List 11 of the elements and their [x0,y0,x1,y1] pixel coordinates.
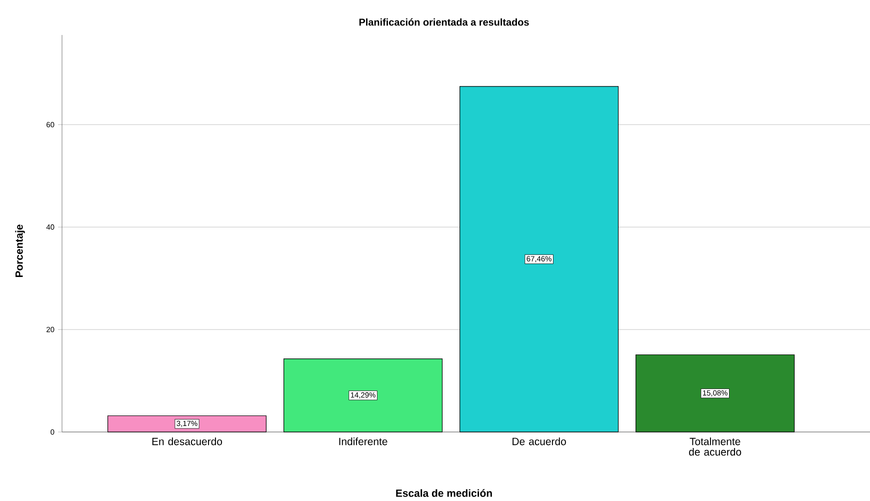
bar [284,358,443,432]
y-axis-title: Porcentaje [15,224,25,278]
chart-title: Planificación orientada a resultados [359,18,529,26]
bar [460,86,619,432]
x-tick-label: Totalmente de acuerdo [689,438,742,456]
x-axis-title: Escala de medición [396,489,492,497]
bar [636,354,795,432]
x-tick-label: En desacuerdo [152,438,222,446]
bar [107,415,267,432]
x-tick-label: De acuerdo [512,438,566,446]
x-tick-label: Indiferente [339,438,388,446]
